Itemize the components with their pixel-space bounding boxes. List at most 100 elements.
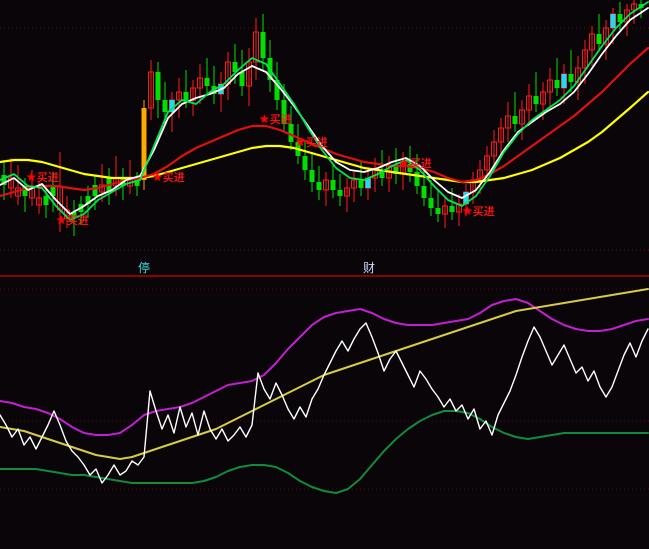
star-icon: ★ bbox=[399, 156, 410, 170]
buy-signal-label: 买进 bbox=[162, 171, 185, 184]
candle bbox=[533, 72, 539, 112]
candle-body-filled bbox=[281, 100, 287, 124]
wealth-tag[interactable]: 财 bbox=[363, 261, 376, 275]
candle-body-filled bbox=[393, 166, 399, 174]
star-icon: ★ bbox=[462, 204, 473, 218]
ma-green bbox=[0, 1, 649, 221]
buy-signal-marker[interactable]: ★买进 bbox=[295, 135, 328, 149]
stop-tag[interactable]: 停 bbox=[138, 261, 151, 275]
candle bbox=[204, 58, 210, 96]
star-icon: ★ bbox=[295, 135, 306, 149]
candle-body-highlight bbox=[463, 192, 469, 204]
candle bbox=[43, 186, 49, 218]
candle-body-highlight bbox=[365, 178, 371, 188]
candle-body-filled bbox=[141, 108, 147, 180]
candle-body-hollow bbox=[36, 197, 42, 206]
candle-body-filled bbox=[358, 180, 364, 188]
candle-body-highlight bbox=[561, 74, 567, 88]
candle-body-filled bbox=[414, 172, 420, 186]
candle bbox=[211, 66, 217, 104]
candle bbox=[512, 92, 518, 132]
candle-body-filled bbox=[183, 92, 189, 100]
buy-signal-marker[interactable]: ★买进 bbox=[259, 112, 292, 126]
candle-body-filled bbox=[43, 196, 49, 205]
price-candlestick-panel[interactable]: ★买进 ★买进 ★买进 ★买进 ★买进 ★买进 ★买进 停财 bbox=[0, 0, 649, 277]
ma-white bbox=[0, 7, 649, 215]
indicator-value-line bbox=[0, 322, 649, 484]
candle-body-hollow bbox=[323, 179, 329, 191]
star-icon: ★ bbox=[152, 170, 163, 184]
candle bbox=[505, 102, 511, 142]
candle bbox=[8, 158, 14, 198]
candle bbox=[568, 50, 574, 92]
buy-signal-marker[interactable]: ★买进 bbox=[399, 156, 432, 170]
candle-body-filled bbox=[512, 116, 518, 124]
candle-body-hollow bbox=[631, 3, 637, 11]
candle-body-hollow bbox=[8, 177, 14, 189]
candle-body-filled bbox=[302, 156, 308, 170]
candle-body-filled bbox=[379, 170, 385, 178]
candle bbox=[155, 62, 161, 118]
candle bbox=[309, 152, 315, 192]
candle bbox=[386, 156, 392, 192]
candle-body-hollow bbox=[505, 115, 511, 129]
candle bbox=[365, 168, 371, 200]
candle bbox=[274, 62, 280, 110]
candle-body-filled bbox=[533, 96, 539, 104]
panel-separator bbox=[0, 275, 649, 277]
buy-signal-marker[interactable]: ★买进 bbox=[26, 171, 59, 183]
candle-body-filled bbox=[134, 180, 140, 186]
bollinger-indicator-panel[interactable] bbox=[0, 279, 649, 549]
candle bbox=[323, 172, 329, 206]
candle bbox=[526, 84, 532, 126]
candle bbox=[50, 172, 56, 212]
candle bbox=[575, 56, 581, 100]
candle-body-filled bbox=[1, 175, 7, 185]
candle-body-filled bbox=[162, 100, 168, 112]
candle bbox=[218, 72, 224, 112]
candle bbox=[414, 154, 420, 194]
candle-body-filled bbox=[260, 32, 266, 58]
candle bbox=[330, 164, 336, 198]
candle-body-hollow bbox=[540, 91, 546, 105]
candle bbox=[141, 100, 147, 190]
candle-body-filled bbox=[554, 80, 560, 88]
buy-signal-marker[interactable]: ★买进 bbox=[56, 214, 89, 227]
buy-signal-label: 买进 bbox=[472, 205, 495, 218]
buy-signal-label: 买进 bbox=[66, 214, 89, 227]
candle bbox=[610, 8, 616, 44]
candle-body-hollow bbox=[582, 49, 588, 69]
candle bbox=[477, 160, 483, 194]
candle bbox=[288, 106, 294, 150]
star-icon: ★ bbox=[259, 112, 270, 126]
candle bbox=[617, 2, 623, 30]
candle bbox=[596, 14, 602, 52]
candle bbox=[225, 52, 231, 100]
buy-signal-marker[interactable]: ★买进 bbox=[152, 170, 185, 184]
candle bbox=[407, 146, 413, 182]
candle-body-filled bbox=[85, 196, 91, 204]
candle-body-hollow bbox=[477, 169, 483, 181]
candle bbox=[624, 4, 630, 36]
candle-body-hollow bbox=[344, 187, 350, 197]
buy-signal-label: 买进 bbox=[409, 157, 432, 170]
band-lower-line bbox=[0, 410, 649, 494]
candle bbox=[638, 0, 644, 18]
buy-signal-marker[interactable]: ★买进 bbox=[462, 204, 495, 218]
buy-signal-label: 买进 bbox=[305, 136, 328, 149]
band-upper-line bbox=[0, 298, 649, 436]
candle-body-highlight bbox=[169, 100, 175, 112]
candle bbox=[260, 14, 266, 70]
candle-body-filled bbox=[617, 14, 623, 22]
price-chart-svg bbox=[0, 0, 649, 251]
candle-body-hollow bbox=[575, 67, 581, 83]
candle bbox=[85, 186, 91, 218]
candle-body-filled bbox=[274, 80, 280, 100]
candle-body-filled bbox=[568, 74, 574, 82]
candle-body-hollow bbox=[148, 71, 154, 109]
candle bbox=[302, 140, 308, 180]
candle bbox=[148, 60, 154, 120]
candle-body-filled bbox=[428, 198, 434, 208]
candle bbox=[351, 170, 357, 202]
